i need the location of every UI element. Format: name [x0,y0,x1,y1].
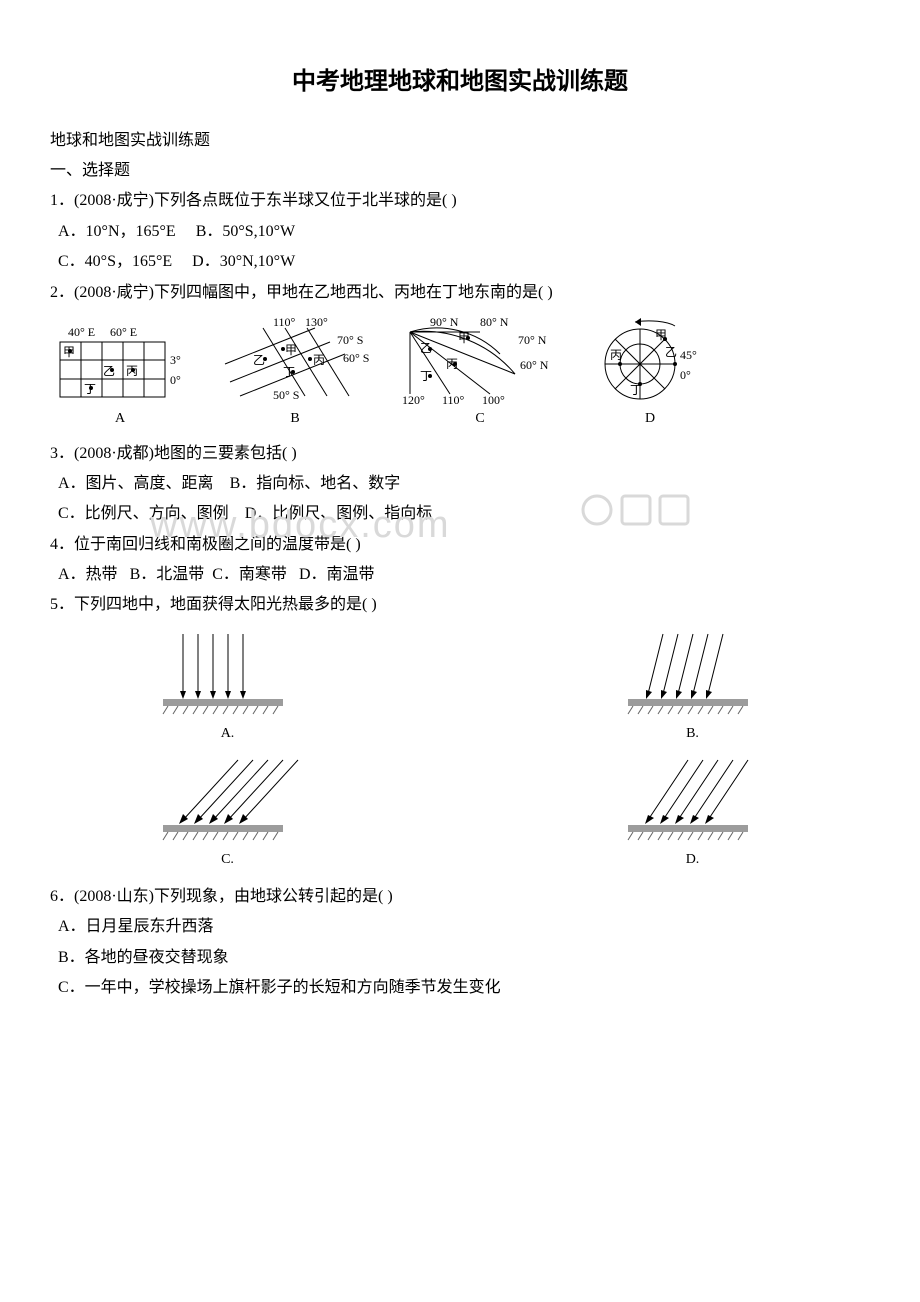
diagA-bing: 丙 [126,364,138,378]
q5-diagC: C. [50,755,405,874]
q4-optB: B．北温带 [130,566,205,583]
diagD-bing: 丙 [610,348,622,362]
q2-diagC: 90° N 80° N 70° N 60° N 120° 110° 100° 甲… [400,314,560,433]
diagA-lon2: 60° E [110,325,137,339]
diagB-s70: 70° S [337,333,363,347]
q2-stem: 2．(2008·咸宁)下列四幅图中，甲地在乙地西北、丙地在丁地东南的是( ) [50,278,870,308]
diagB-label: B [290,406,299,433]
q6-stem: 6．(2008·山东)下列现象，由地球公转引起的是( ) [50,882,870,912]
q5-labelD: D. [686,847,700,874]
q3-optB: B．指向标、地名、数字 [230,475,401,492]
subtitle: 地球和地图实战训练题 [50,126,870,156]
q1-options-row1: A．10°N，165°E B．50°S,10°W [50,217,870,247]
diagC-ding: 丁 [420,369,432,383]
diagB-bing: 丙 [313,353,325,367]
q3-row2: C．比例尺、方向、图例 D．比例尺、图例、指向标 [50,499,870,529]
diagA-label: A [115,406,125,433]
q5-labelC: C. [221,847,234,874]
diagD-d45: 45° [680,348,697,362]
diagD-label: D [645,406,655,433]
q1-optC: C．40°S，165°E [58,253,172,270]
section-heading: 一、选择题 [50,156,870,186]
diagC-l120: 120° [402,393,425,404]
diagC-n80: 80° N [480,315,509,329]
diagB-jia: 甲 [285,343,297,357]
diagA-lon1: 40° E [68,325,95,339]
diagB-s50: 50° S [273,388,299,402]
diagA-ding: 丁 [84,382,96,396]
diagB-yi: 乙 [253,353,265,367]
q3-stem: 3．(2008·成都)地图的三要素包括( ) [50,439,870,469]
q2-diagB: 110° 130° 70° S 60° S 50° S 甲 乙 丙 丁 B [215,314,375,433]
q2-diagrams: 40° E 60° E 3° 0° 甲 乙 丙 丁 A 110° 130° [50,314,870,433]
diagD-ding: 丁 [630,383,642,397]
q6-optB: B．各地的昼夜交替现象 [50,943,870,973]
diagC-label: C [475,406,484,433]
diagA-lat1: 3° [170,353,181,367]
q5-diagB: B. [515,629,870,748]
q5-diagrams: A. B. C. [50,629,870,874]
q3-optA: A．图片、高度、距离 [58,475,214,492]
q1-optB: B．50°S,10°W [196,223,295,240]
q1-optD: D．30°N,10°W [192,253,295,270]
q4-optA: A．热带 [58,566,118,583]
q4-stem: 4．位于南回归线和南极圈之间的温度带是( ) [50,530,870,560]
diagC-l100: 100° [482,393,505,404]
q5-labelB: B. [686,721,699,748]
q6-optA: A．日月星辰东升西落 [50,912,870,942]
page-title: 中考地理地球和地图实战训练题 [50,60,870,106]
q2-diagA: 40° E 60° E 3° 0° 甲 乙 丙 丁 A [50,324,190,433]
q1-stem: 1．(2008·成宁)下列各点既位于东半球又位于北半球的是( ) [50,186,870,216]
diagB-ding: 丁 [283,365,295,379]
q3-row1: A．图片、高度、距离 B．指向标、地名、数字 [50,469,870,499]
q4-optD: D．南温带 [299,566,375,583]
diagC-bing: 丙 [446,357,458,371]
diagC-jia: 甲 [458,331,470,345]
diagB-lon2: 130° [305,315,328,329]
diagB-lon1: 110° [273,315,296,329]
q6-optC: C．一年中，学校操场上旗杆影子的长短和方向随季节发生变化 [50,973,870,1003]
diagA-yi: 乙 [103,364,115,378]
diagB-s60: 60° S [343,351,369,365]
q1-options-row2: C．40°S，165°E D．30°N,10°W [50,247,870,277]
diagC-n90: 90° N [430,315,459,329]
q5-stem: 5．下列四地中，地面获得太阳光热最多的是( ) [50,590,870,620]
q1-optA: A．10°N，165°E [58,223,176,240]
q3-optD: D．比例尺、图例、指向标 [245,505,433,522]
q4-options: A．热带 B．北温带 C．南寒带 D．南温带 [50,560,870,590]
q5-diagD: D. [515,755,870,874]
diagA-lat2: 0° [170,373,181,387]
diagA-jia: 甲 [63,345,75,359]
diagD-d0: 0° [680,368,691,382]
q5-diagA: A. [50,629,405,748]
diagC-n70: 70° N [518,333,547,347]
diagD-jia: 甲 [655,328,667,342]
diagC-n60: 60° N [520,358,549,372]
diagC-l110: 110° [442,393,465,404]
q5-labelA: A. [221,721,235,748]
q2-diagD: 45° 0° 甲 乙 丙 丁 D [585,314,715,433]
diagC-yi: 乙 [420,341,432,355]
diagD-yi: 乙 [665,345,677,359]
q3-optC: C．比例尺、方向、图例 [58,505,229,522]
q4-optC: C．南寒带 [212,566,287,583]
